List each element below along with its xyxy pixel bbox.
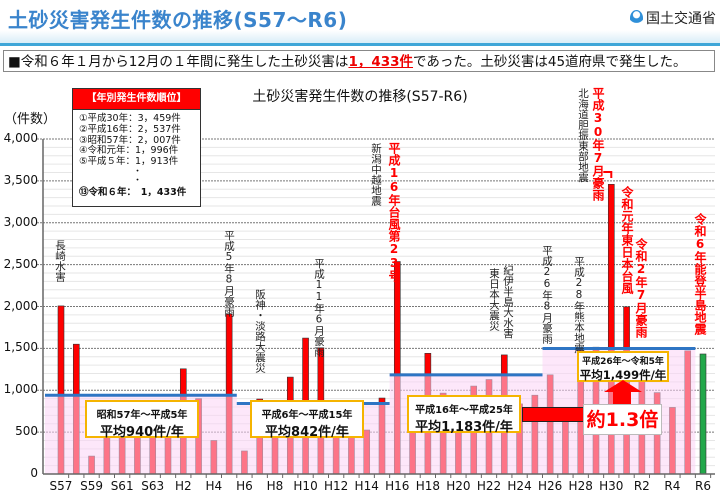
comparison-arrow-up	[604, 380, 642, 392]
annotation-niigata: 新潟中越地震	[370, 143, 382, 206]
x-tick-label: S57	[49, 479, 73, 493]
summary-text: ■令和６年１月から12月の１年間に発生した土砂災害は1，433件であった。土砂災…	[3, 50, 715, 72]
ranking-item: ⑤平成５年：1，913件	[79, 156, 179, 168]
average-box-h6-h15: 平成6年～平成15年 平均842件/年	[250, 400, 364, 440]
comparison-arrow-stem	[613, 391, 631, 404]
annotation-r6-noto: 令和6年能登半島地震	[693, 213, 707, 335]
average-box-h26-r5: 平成26年～令和5年 平均1,499件/年	[577, 351, 669, 382]
annotation-higashinihon: 東日本大震災	[488, 268, 500, 331]
x-tick-label: S63	[141, 479, 165, 493]
summary-suffix: であった。土砂災害は45道府県で発生した。	[413, 54, 687, 70]
x-tick-label: H26	[537, 479, 563, 493]
average-period: 平成26年～令和5年	[582, 357, 664, 367]
ranking-item: ②平成16年：2，537件	[79, 123, 181, 135]
annotation-h30-rain: 平成30年7月豪雨	[591, 87, 605, 201]
annotation-hokkaido: 北海道胆振東部地震	[577, 88, 589, 183]
annotation-h11: 平成11年6月豪雨	[313, 258, 325, 357]
average-period: 平成16年～平成25年	[415, 405, 513, 416]
ranking-box: 【年別発生件数順位】 ①平成30年：3，459件 ②平成16年：2，537件 ③…	[72, 88, 201, 207]
y-tick-label: 2,500	[3, 256, 38, 271]
chart-title: 土砂災害発生件数の推移(S57-R6)	[252, 89, 468, 105]
ranking-item: ④令和元年：1，996件	[79, 145, 179, 157]
x-tick-label: H8	[266, 479, 284, 493]
x-tick-label: H28	[568, 479, 593, 493]
x-tick-label: R2	[633, 479, 650, 493]
annotation-nagasaki: 長崎水害	[54, 240, 66, 282]
y-tick-label: 500	[15, 424, 38, 439]
x-tick-label: H18	[415, 479, 440, 493]
x-tick-label: H4	[205, 479, 223, 493]
x-tick-label: R4	[664, 479, 681, 493]
y-tick-label: 2,000	[3, 298, 38, 313]
annotation-kii: 紀伊半島大水害	[502, 265, 514, 339]
annotation-r2-rain: 令和2年7月豪雨	[634, 238, 648, 338]
average-value: 平均842件/年	[265, 425, 349, 440]
summary-prefix: ■令和６年１月から12月の１年間に発生した土砂災害は	[8, 54, 349, 70]
x-tick-label: H20	[446, 479, 471, 493]
x-tick-label: H24	[507, 479, 532, 493]
average-value: 平均940件/年	[100, 425, 184, 440]
annotation-kumamoto: 平成28年熊本地震	[573, 256, 585, 354]
comparison-arrow-right	[522, 407, 588, 422]
x-tick-label: H10	[293, 479, 318, 493]
y-tick-label: 4,000	[3, 131, 38, 145]
average-period: 昭和57年～平成5年	[96, 410, 188, 421]
annotation-r1-typhoon: 令和元年東日本台風	[620, 186, 634, 294]
ranking-item-latest: ⑬令和６年： 1，433件	[79, 186, 187, 198]
average-box-h16-h25: 平成16年～平成25年 平均1,183件/年	[407, 395, 521, 435]
ratio-label: 約1.3倍	[583, 404, 662, 435]
x-tick-label: H30	[599, 479, 624, 493]
ranking-ellipsis: ・	[133, 166, 143, 177]
page-title: 土砂災害発生件数の推移(S57～R6)	[8, 8, 348, 32]
ranking-title: 【年別発生件数順位】	[73, 89, 200, 110]
header-band	[0, 30, 720, 46]
y-tick-label: 1,500	[3, 340, 38, 355]
annotation-hanshin: 阪神・淡路大震災	[254, 289, 266, 373]
x-tick-label: H6	[236, 479, 253, 493]
ranking-item: ①平成30年：3，459件	[79, 113, 181, 124]
annotation-pointer	[603, 171, 613, 178]
annotation-h26: 平成26年8月豪雨	[541, 245, 553, 344]
x-tick-label: H16	[385, 479, 410, 493]
bar-R6	[699, 353, 707, 475]
x-tick-label: R6	[695, 479, 711, 493]
y-tick-label: 0	[30, 466, 38, 480]
x-tick-label: S59	[80, 479, 103, 493]
x-tick-label: H14	[354, 479, 379, 493]
summary-highlight: 1，433件	[348, 54, 414, 70]
x-tick-label: H12	[323, 479, 349, 493]
annotation-h16-typhoon: 平成16年台風第23号	[387, 142, 401, 282]
average-value: 平均1,183件/年	[415, 420, 513, 435]
y-axis-label: （件数）	[4, 112, 57, 127]
logo-text: 国土交通省	[646, 11, 716, 27]
x-tick-label: S61	[110, 479, 134, 493]
y-tick-label: 3,500	[3, 172, 38, 187]
mlit-logo: 国土交通省	[630, 8, 716, 28]
average-value: 平均1,499件/年	[579, 368, 667, 382]
average-box-s57-h5: 昭和57年～平成5年 平均940件/年	[85, 400, 199, 440]
ranking-ellipsis: ・	[133, 175, 143, 186]
y-tick-label: 1,000	[3, 382, 38, 397]
average-period: 平成6年～平成15年	[261, 410, 353, 421]
ranking-item: ③昭和57年：2，007件	[79, 134, 181, 146]
header-divider	[0, 43, 720, 46]
x-tick-label: H2	[174, 479, 192, 493]
x-tick-label: H22	[476, 479, 502, 493]
mlit-logo-icon	[630, 10, 643, 26]
annotation-h5: 平成5年8月豪雨	[223, 230, 235, 317]
y-tick-label: 3,000	[3, 214, 38, 229]
